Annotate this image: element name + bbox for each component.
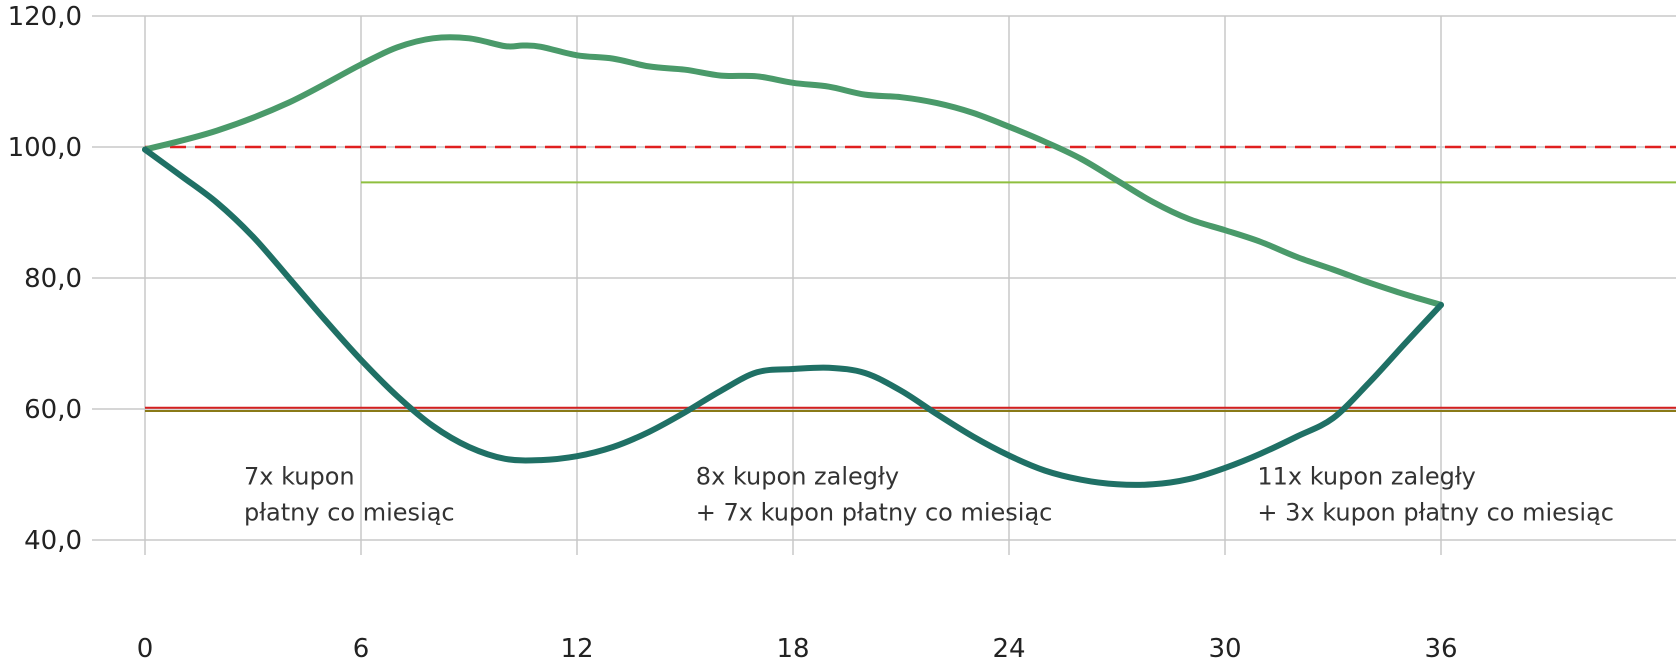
x-tick-label: 24 [992, 634, 1025, 659]
y-tick-label: 40,0 [24, 526, 82, 556]
annotation-text: 11x kupon zaległy [1257, 462, 1476, 490]
x-tick-label: 0 [137, 634, 154, 659]
y-tick-label: 80,0 [24, 264, 82, 294]
annotation-2: 8x kupon zaległy + 7x kupon płatny co mie… [696, 462, 1053, 526]
axis-labels-layer: 40,0 60,0 80,0 100,0 120,0 0 6 12 18 24 30 36 [8, 2, 1458, 659]
x-tick-label: 6 [353, 634, 370, 659]
annotations-layer: 7x kupon płatny co miesiąc 8x kupon zaległ… [244, 462, 1614, 526]
x-tick-label: 30 [1208, 634, 1241, 659]
x-tick-label: 36 [1424, 634, 1457, 659]
y-tick-label: 100,0 [8, 133, 82, 163]
annotation-text: + 3x kupon płatny co miesiąc [1257, 498, 1614, 526]
annotation-1: 7x kupon płatny co miesiąc [244, 462, 455, 526]
annotation-text: płatny co miesiąc [244, 498, 455, 526]
annotation-text: 7x kupon [244, 462, 355, 490]
series-line-2 [142, 146, 1444, 488]
x-tick-label: 12 [560, 634, 593, 659]
series-layer [142, 34, 1444, 488]
y-tick-label: 120,0 [8, 2, 82, 32]
series-line-1 [142, 34, 1444, 308]
annotation-text: + 7x kupon płatny co miesiąc [696, 498, 1053, 526]
y-tick-label: 60,0 [24, 395, 82, 425]
reference-lines-layer [145, 145, 1676, 412]
annotation-text: 8x kupon zaległy [696, 462, 899, 490]
annotation-3: 11x kupon zaległy + 3x kupon płatny co mi… [1257, 462, 1614, 526]
x-tick-label: 18 [776, 634, 809, 659]
